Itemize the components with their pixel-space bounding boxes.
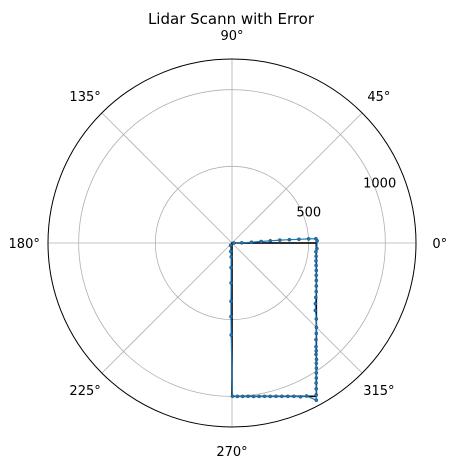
angular-gridline-225 xyxy=(101,242,233,374)
scan-point xyxy=(315,238,319,243)
scan-point xyxy=(314,392,319,397)
scan-point xyxy=(229,299,233,304)
scan-point xyxy=(239,240,244,245)
scan-point xyxy=(257,394,261,399)
scan-point xyxy=(314,348,319,353)
scan-point xyxy=(251,394,256,399)
scan-point xyxy=(314,331,319,336)
scan-point xyxy=(314,254,318,259)
scan-point xyxy=(268,394,273,399)
scan-point xyxy=(279,394,284,399)
scan-point xyxy=(314,398,319,403)
scan-point xyxy=(314,278,319,283)
scan-point xyxy=(274,394,278,399)
scan-point xyxy=(249,240,254,244)
r-tick-label: 500 xyxy=(296,206,321,221)
scan-point xyxy=(277,238,282,242)
scan-point xyxy=(314,366,319,370)
scan-point xyxy=(314,273,319,278)
scan-points-layer xyxy=(228,236,319,403)
scan-point xyxy=(313,301,318,306)
r-tick-label: 1000 xyxy=(363,176,396,191)
angular-gridline-135 xyxy=(101,112,233,244)
scan-point xyxy=(314,325,319,330)
angular-gridline-45 xyxy=(231,112,363,244)
scan-point xyxy=(314,357,319,362)
scan-point xyxy=(246,394,250,399)
scan-point xyxy=(304,394,309,398)
theta-tick-label: 135° xyxy=(69,90,100,105)
polar-outer-spine xyxy=(47,58,417,428)
scan-point xyxy=(314,263,318,268)
scan-point xyxy=(231,241,236,245)
scan-point xyxy=(314,371,319,375)
scan-point xyxy=(313,295,318,300)
scan-point xyxy=(315,246,319,251)
scan-point xyxy=(229,254,233,259)
scan-point xyxy=(313,308,318,313)
scan-point xyxy=(314,376,319,380)
scan-point xyxy=(268,238,273,243)
scan-point xyxy=(314,352,318,357)
tick-label-layer: 0° 45° 90° 135° 180° 225° 270° 315° 500 1000 xyxy=(9,29,448,460)
chart-title: Lidar Scann with Error xyxy=(148,10,315,28)
scan-point xyxy=(314,381,318,385)
scan-point xyxy=(259,239,263,244)
scan-point xyxy=(314,259,318,263)
theta-tick-label: 45° xyxy=(367,90,390,105)
scan-point xyxy=(314,337,318,342)
theta-tick-label: 225° xyxy=(69,384,100,399)
scan-point xyxy=(314,344,318,349)
scan-point xyxy=(235,394,240,399)
scan-point xyxy=(228,249,233,254)
scan-point xyxy=(314,284,319,288)
scan-point xyxy=(229,281,233,285)
theta-tick-label: 0° xyxy=(432,237,447,252)
scan-point xyxy=(297,237,301,242)
scan-point xyxy=(229,333,233,337)
theta-tick-label: 180° xyxy=(9,237,40,252)
scan-point xyxy=(262,394,267,399)
scan-point xyxy=(287,237,292,242)
scan-point xyxy=(314,289,319,294)
scan-point xyxy=(229,314,233,319)
scan-point xyxy=(306,237,311,241)
scan-point xyxy=(314,268,319,273)
scan-point xyxy=(314,361,319,366)
scan-point xyxy=(314,249,318,254)
scan-point xyxy=(314,317,319,321)
scan-point xyxy=(285,394,290,399)
scan-point xyxy=(230,394,235,399)
scan-point xyxy=(229,265,233,270)
scan-point xyxy=(314,386,319,391)
theta-tick-label: 270° xyxy=(216,445,247,460)
angular-gridline-315 xyxy=(231,242,363,374)
theta-tick-label: 315° xyxy=(363,384,394,399)
scan-point xyxy=(240,394,245,399)
theta-tick-label: 90° xyxy=(220,29,243,44)
scan-point xyxy=(292,394,296,399)
scan-point xyxy=(298,394,303,399)
scan-point xyxy=(228,243,233,248)
